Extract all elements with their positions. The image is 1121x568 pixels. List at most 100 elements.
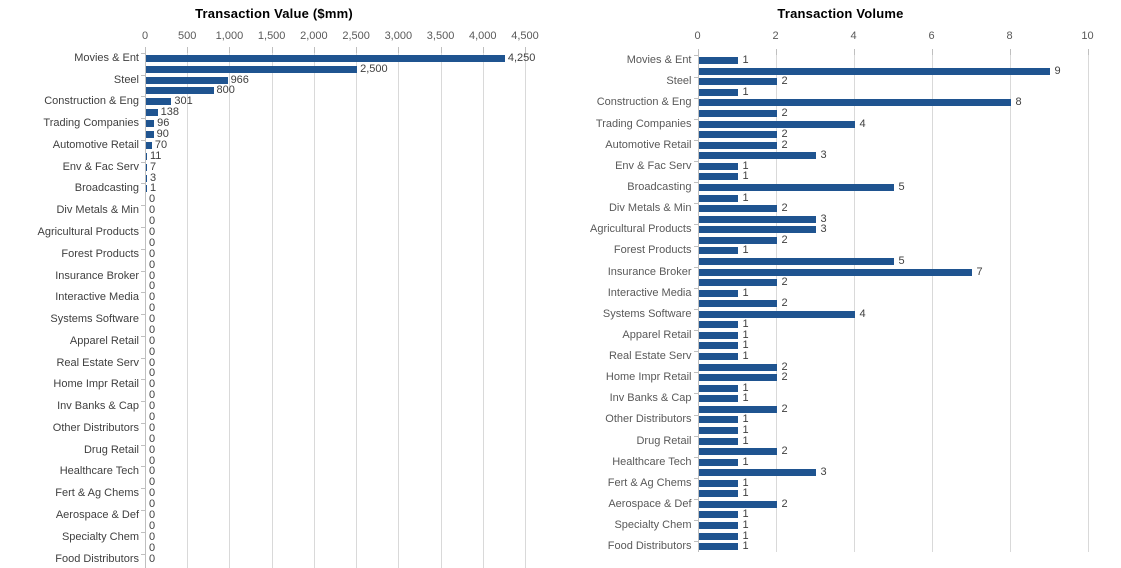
axis-tick-mark: [482, 46, 484, 53]
value-label: 0: [149, 302, 156, 315]
bar: [698, 152, 816, 160]
category-label: Fert & Ag Chems: [607, 476, 692, 489]
value-label: 1: [742, 508, 749, 521]
category-label: Trading Companies: [43, 117, 139, 130]
axis-tick-label: 2: [772, 30, 779, 42]
gridline: [853, 55, 855, 552]
axis-tick-mark: [525, 46, 526, 53]
category-label: Env & Fac Serv: [615, 159, 692, 172]
bar: [146, 87, 214, 95]
gridline: [271, 52, 273, 568]
value-label: 2: [781, 202, 788, 215]
bar: [698, 363, 777, 371]
value-label: 4,250: [507, 51, 536, 64]
bar: [146, 185, 147, 193]
value-label: 3: [150, 171, 157, 184]
category-label: Healthcare Tech: [59, 465, 139, 478]
value-label: 11: [150, 149, 162, 162]
bar: [698, 395, 738, 403]
category-label: Real Estate Serv: [56, 356, 139, 369]
value-label: 0: [149, 345, 156, 358]
axis-tick-mark: [775, 49, 777, 56]
bar: [698, 247, 738, 255]
axis-tick-mark: [1087, 49, 1089, 56]
value-label: 7: [150, 160, 157, 173]
value-label: 7: [976, 265, 983, 278]
gridline: [356, 52, 358, 568]
category-label: Agricultural Products: [590, 223, 692, 236]
category-tick-mark: [693, 203, 698, 205]
category-tick-mark: [141, 248, 145, 250]
value-label: 0: [149, 236, 156, 249]
value-label: 0: [149, 541, 156, 554]
category-label: Movies & Ent: [626, 54, 692, 67]
value-label: 0: [149, 454, 156, 467]
category-tick-mark: [693, 182, 698, 184]
category-label: Broadcasting: [74, 182, 139, 195]
category-tick-mark: [693, 266, 698, 268]
bar: [698, 300, 777, 308]
value-label: 800: [216, 84, 235, 97]
bar: [146, 109, 158, 117]
bar: [698, 469, 816, 477]
category-label: Other Distributors: [605, 413, 692, 426]
bar: [698, 374, 777, 382]
value-label: 0: [149, 530, 156, 543]
value-label: 0: [149, 552, 156, 565]
category-label: Div Metals & Min: [608, 202, 692, 215]
value-label: 5: [898, 254, 905, 267]
gridline: [313, 52, 315, 568]
bar: [698, 384, 738, 392]
value-label: 2: [781, 138, 788, 151]
bar: [698, 426, 738, 434]
value-label: 70: [154, 138, 168, 151]
axis-tick-label: 4: [850, 30, 857, 42]
bar: [698, 416, 738, 424]
category-tick-mark: [141, 139, 145, 141]
axis-tick-label: 0: [141, 30, 149, 42]
bar: [698, 57, 738, 65]
category-tick-mark: [693, 414, 698, 416]
axis-tick-label: 2,000: [300, 30, 328, 42]
axis-tick-label: 8: [1006, 30, 1013, 42]
category-tick-mark: [141, 74, 145, 76]
value-label: 3: [820, 149, 827, 162]
value-label: 2: [781, 445, 788, 458]
bar: [146, 65, 358, 73]
bar: [698, 353, 738, 361]
axis-tick-label: 3,500: [426, 30, 455, 42]
bar: [146, 141, 152, 149]
category-tick-mark: [693, 456, 698, 458]
category-label: Drug Retail: [636, 434, 692, 447]
axis-tick-mark: [229, 46, 231, 53]
bar: [698, 67, 1050, 75]
bar: [698, 490, 738, 498]
bar: [146, 54, 505, 62]
value-label: 2: [781, 402, 788, 415]
category-label: Real Estate Serv: [608, 350, 692, 363]
bar: [698, 268, 972, 276]
value-label: 0: [149, 411, 156, 423]
value-label: 0: [149, 204, 156, 217]
category-tick-mark: [693, 118, 698, 120]
category-label: Steel: [113, 73, 139, 86]
value-label: 0: [149, 225, 156, 238]
value-label: 2: [781, 360, 788, 373]
category-label: Aerospace & Def: [55, 508, 139, 521]
value-label: 2: [781, 107, 788, 120]
category-label: Apparel Retail: [622, 328, 692, 341]
bar: [698, 543, 738, 551]
bar: [698, 183, 894, 191]
bar: [698, 321, 738, 329]
category-label: Automotive Retail: [605, 138, 692, 151]
bar: [698, 500, 777, 508]
category-label: Trading Companies: [595, 117, 692, 130]
value-label: 2: [781, 276, 788, 289]
bar: [698, 257, 894, 265]
category-axis-line: [145, 52, 146, 568]
axis-tick-label: 3,000: [384, 30, 413, 42]
bar: [698, 458, 738, 466]
category-tick-mark: [693, 499, 698, 501]
category-label: Movies & Ent: [74, 51, 139, 64]
category-tick-mark: [693, 478, 698, 479]
